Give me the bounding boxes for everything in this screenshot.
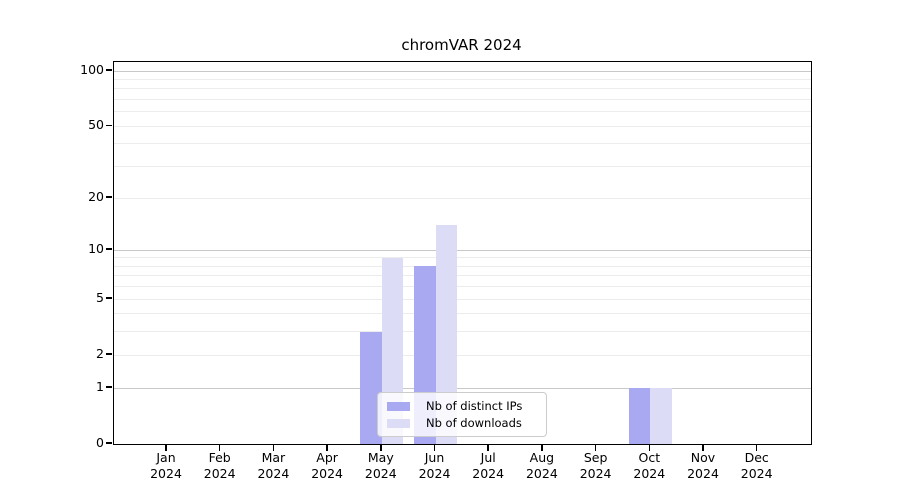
gridline-30 (114, 166, 811, 168)
y-tick-label-10: 10 (88, 241, 104, 257)
x-axis-tick-labels: Jan 2024 Feb 2024 Mar 2024 Apr 2024 May 2024 Jun 20… (113, 450, 810, 490)
x-tick-mark-aug (541, 444, 543, 451)
y-tick-label-50: 50 (88, 117, 104, 133)
x-tick-label-dec: Dec 2024 (740, 450, 773, 481)
x-tick-mark-mar (272, 444, 275, 451)
gridline-80 (114, 88, 811, 90)
x-tick-mark-dec (755, 444, 758, 451)
legend-swatch-downloads (387, 418, 410, 428)
y-tick-mark-10 (106, 248, 112, 250)
gridline-2 (114, 354, 811, 356)
x-tick-mark-jan (165, 444, 167, 451)
gridline-40 (114, 143, 811, 145)
y-tick-mark-1 (106, 386, 112, 388)
x-tick-label-mar: Mar 2024 (257, 450, 290, 481)
x-tick-mark-may (380, 444, 382, 451)
gridline-4 (114, 313, 811, 315)
y-tick-mark-20 (106, 196, 112, 198)
y-tick-mark-100 (106, 69, 112, 71)
bar-distinct-ips-oct (628, 388, 651, 444)
bar-distinct-ips-may (360, 331, 382, 444)
y-axis-tick-labels: 0 1 2 5 10 20 50 100 (0, 61, 104, 450)
chart-title: chromVAR 2024 (401, 36, 522, 54)
x-tick-label-apr: Apr 2024 (311, 450, 343, 481)
bar-downloads-oct (650, 388, 672, 444)
gridline-90 (114, 79, 811, 80)
legend-item-downloads: Nb of downloads (387, 416, 537, 430)
x-tick-label-oct: Oct 2024 (633, 450, 666, 481)
y-tick-label-2: 2 (96, 346, 104, 362)
gridline-20 (114, 197, 811, 199)
y-tick-label-100: 100 (80, 62, 104, 78)
x-tick-label-sep: Sep 2024 (579, 450, 612, 481)
y-tick-mark-2 (106, 353, 112, 355)
legend-label-downloads: Nb of downloads (426, 416, 522, 430)
x-tick-mark-feb (218, 444, 221, 451)
gridline-5 (114, 298, 811, 300)
x-tick-label-nov: Nov 2024 (687, 450, 719, 481)
x-tick-label-feb: Feb 2024 (203, 450, 236, 481)
y-tick-mark-50 (106, 124, 112, 127)
x-tick-label-may: May 2024 (364, 450, 397, 481)
gridline-1 (114, 387, 811, 389)
gridline-6 (114, 286, 811, 288)
legend: Nb of distinct IPs Nb of downloads (377, 392, 547, 437)
y-tick-label-1: 1 (96, 379, 104, 394)
gridline-9 (114, 257, 811, 259)
x-tick-mark-oct (648, 444, 651, 451)
legend-label-distinct-ips: Nb of distinct IPs (426, 399, 523, 413)
gridline-10 (114, 249, 811, 251)
plot-area (113, 61, 812, 445)
x-tick-label-jan: Jan 2024 (150, 450, 182, 481)
legend-swatch-distinct-ips (387, 401, 410, 411)
y-tick-mark-5 (106, 297, 112, 299)
gridline-3 (114, 331, 811, 333)
x-tick-mark-jul (487, 444, 489, 451)
y-tick-label-0: 0 (96, 435, 104, 450)
gridline-8 (114, 265, 811, 267)
x-tick-mark-apr (326, 444, 328, 451)
x-tick-mark-sep (594, 444, 597, 451)
bar-downloads-jun (435, 225, 457, 444)
gridline-100 (114, 70, 811, 72)
gridline-60 (114, 111, 811, 113)
x-tick-mark-jun (433, 444, 436, 451)
y-tick-label-20: 20 (88, 189, 104, 204)
x-tick-label-jul: Jul 2024 (472, 450, 505, 481)
x-tick-label-aug: Aug 2024 (525, 450, 558, 481)
gridline-7 (114, 275, 811, 277)
x-tick-label-jun: Jun 2024 (418, 450, 451, 481)
y-tick-label-5: 5 (96, 290, 104, 306)
gridline-70 (114, 99, 811, 101)
y-tick-mark-0 (106, 442, 112, 444)
x-tick-mark-nov (702, 444, 704, 451)
gridline-50 (114, 125, 811, 127)
legend-item-distinct-ips: Nb of distinct IPs (387, 399, 537, 413)
